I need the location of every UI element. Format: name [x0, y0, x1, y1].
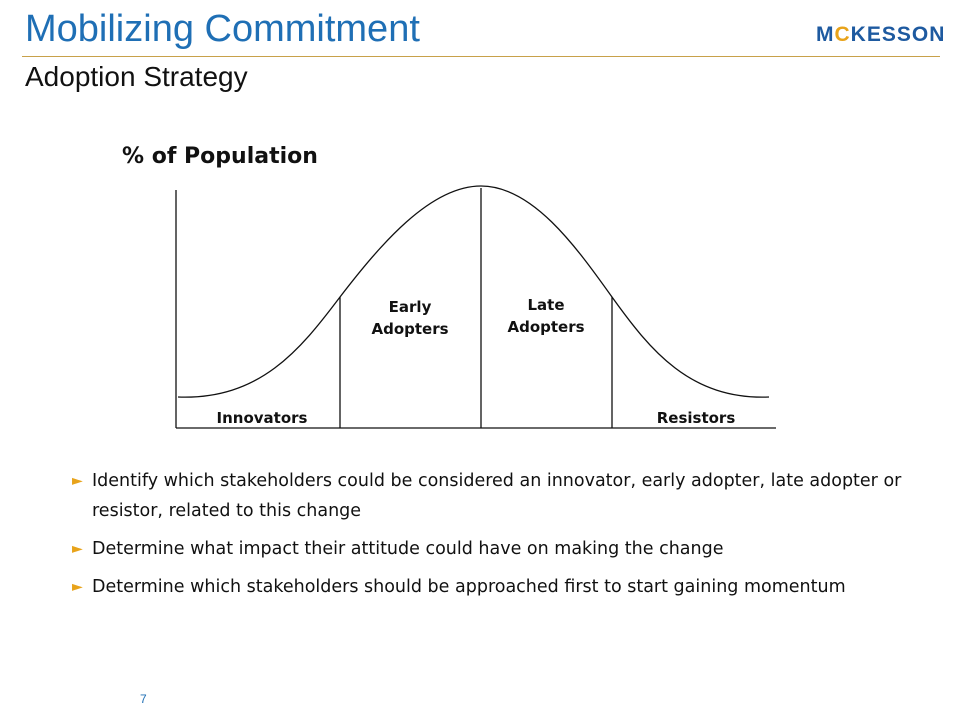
slide-title: Mobilizing Commitment [25, 8, 420, 50]
segment-label-innovators: Innovators [216, 409, 308, 427]
bullet-text: Identify which stakeholders could be con… [92, 471, 902, 521]
bullet-list: ► Identify which stakeholders could be co… [72, 466, 902, 610]
mckesson-logo: MCKESSON [816, 22, 945, 48]
bell-curve [177, 185, 770, 398]
segment-label-resistors: Resistors [656, 409, 736, 427]
arrow-bullet-icon: ► [72, 473, 83, 489]
bullet-item: ► Determine which stakeholders should be … [72, 572, 902, 602]
arrow-bullet-icon: ► [72, 541, 83, 557]
slide-subtitle: Adoption Strategy [25, 61, 248, 92]
bullet-text: Determine what impact their attitude cou… [92, 539, 724, 559]
bullet-item: ► Identify which stakeholders could be co… [72, 466, 902, 526]
late-line-1: Late [527, 296, 565, 314]
bullet-item: ► Determine what impact their attitude co… [72, 534, 902, 564]
diagram-y-label: % of Population [122, 144, 318, 169]
title-divider [22, 56, 940, 57]
arrow-bullet-icon: ► [72, 579, 83, 595]
segment-label-late-adopters: Late Adopters [486, 294, 606, 338]
early-line-2: Adopters [371, 320, 449, 338]
logo-letter-c: C [834, 23, 851, 46]
bullet-text: Determine which stakeholders should be a… [92, 577, 846, 597]
logo-text-rest: KESSON [850, 23, 946, 46]
page-number: 7 [140, 692, 147, 706]
early-line-1: Early [388, 298, 432, 316]
segment-label-early-adopters: Early Adopters [350, 296, 470, 340]
logo-letter-m: M [816, 23, 835, 46]
late-line-2: Adopters [507, 318, 585, 336]
